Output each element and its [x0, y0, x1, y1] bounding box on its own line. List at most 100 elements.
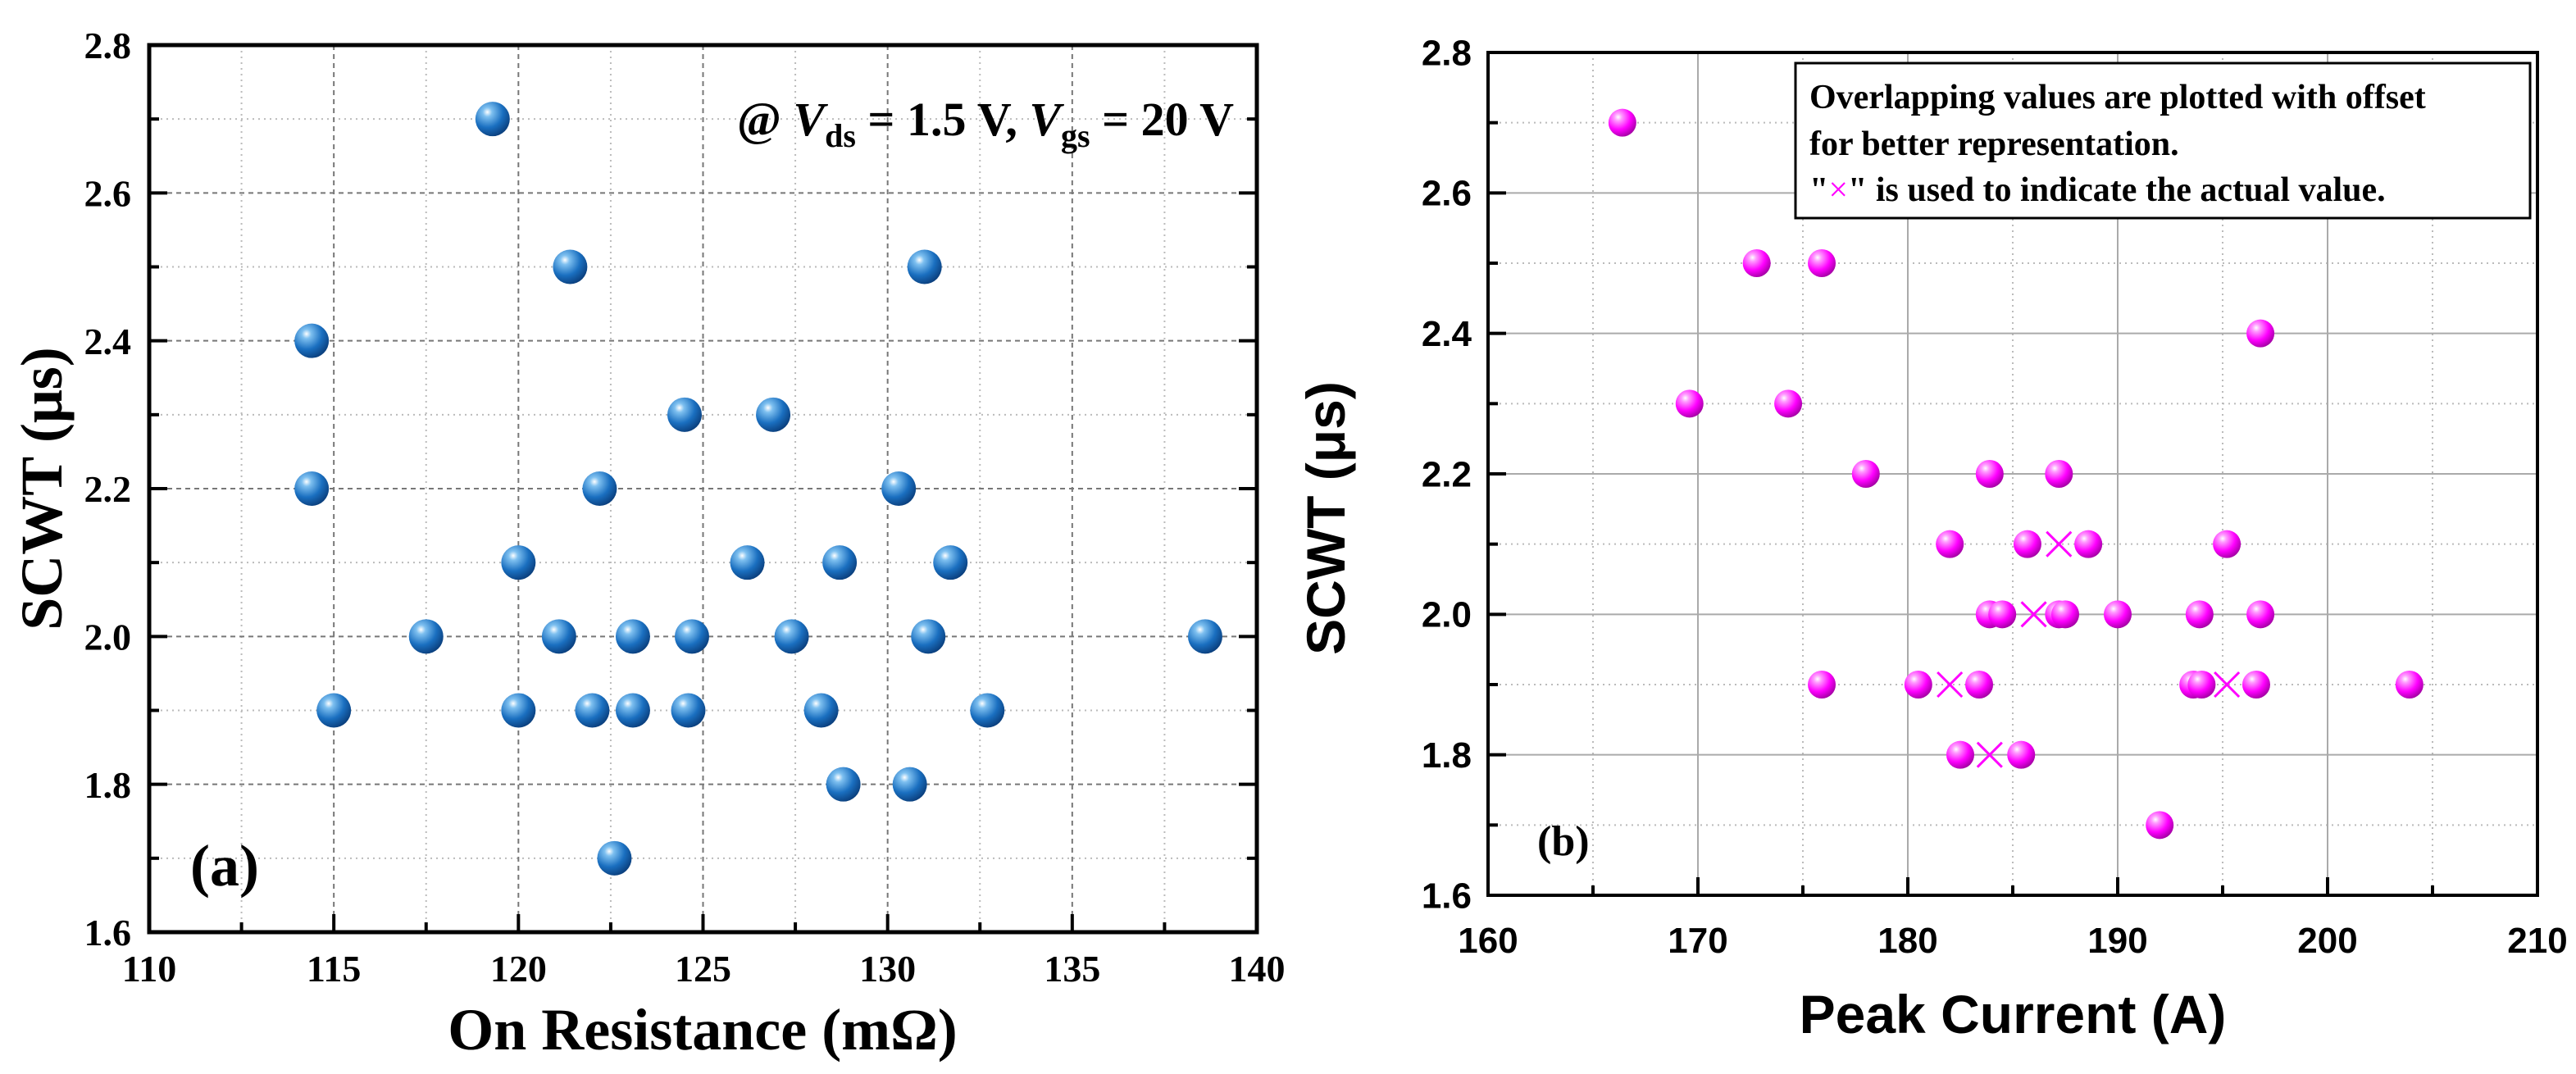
- x-tick-label: 140: [1229, 948, 1286, 990]
- data-point: [501, 693, 536, 728]
- data-point: [575, 693, 610, 728]
- data-point: [1975, 460, 2004, 488]
- data-point: [1946, 740, 1974, 769]
- data-point: [294, 471, 330, 506]
- data-point: [597, 840, 632, 876]
- data-point: [970, 693, 1005, 728]
- actual-value-marker: [2214, 671, 2241, 699]
- x-tick-label: 210: [2507, 921, 2567, 961]
- data-point: [1851, 460, 1880, 488]
- actual-value-stroke: [2046, 530, 2073, 557]
- chart-b: 160 170 180 190 200 2101.61.82.02.22.42.62.8 …: [1295, 33, 2568, 1044]
- data-point: [1904, 671, 1932, 699]
- data-point: [826, 767, 861, 802]
- data-point: [2395, 671, 2424, 699]
- y-tick-label: 2.2: [84, 468, 132, 510]
- plot-frame-b: [1486, 51, 2539, 897]
- actual-value-marker: [1937, 671, 1964, 699]
- data-point: [674, 619, 709, 654]
- x-tick-label: 200: [2297, 921, 2357, 961]
- x-tick-label: 130: [859, 948, 916, 990]
- x-tick-label: 190: [2087, 921, 2147, 961]
- y-tick-label: 2.4: [1422, 314, 1472, 354]
- ticks-a: 110 115 120 125 130 135 140 1.6 1.8 2.0 2.2 2.4 2.6 2…: [84, 25, 1286, 990]
- data-point: [1187, 619, 1222, 654]
- points-a: [294, 102, 1222, 876]
- actual-value-stroke: [2214, 671, 2241, 699]
- data-point: [294, 323, 330, 358]
- annotation-conditions: @ Vds = 1.5 V, Vgs = 20 V: [737, 93, 1234, 154]
- note-line-1: Overlapping values are plotted with offs…: [1809, 79, 2426, 116]
- x-tick-label: 110: [122, 948, 176, 990]
- actual-value-marker: [2046, 530, 2073, 557]
- data-point: [2045, 460, 2073, 488]
- data-point: [911, 619, 946, 654]
- y-tick-label: 2.0: [1422, 595, 1472, 635]
- y-axis-label-a: SCWT (μs): [9, 347, 75, 630]
- data-point: [774, 619, 809, 654]
- actual-value-stroke: [1937, 671, 1964, 699]
- data-point: [2187, 671, 2216, 699]
- data-point: [2074, 530, 2103, 558]
- y-tick-label: 1.6: [84, 912, 132, 953]
- note-line-2: for better representation.: [1809, 125, 2179, 163]
- y-tick-label: 2.8: [1422, 33, 1472, 73]
- data-point: [553, 249, 588, 284]
- actual-value-stroke: [2020, 601, 2047, 628]
- note-box-frame: [1794, 61, 2532, 220]
- y-tick-label: 2.2: [1422, 454, 1472, 494]
- x-tick-label: 120: [490, 948, 547, 990]
- plot-frame-a: [147, 43, 1259, 935]
- data-point: [2013, 530, 2041, 558]
- data-point: [2051, 600, 2079, 629]
- ticks-b: 160 170 180 190 200 210 1.6 1.8 2.0 2.2 2.4 2.6 2.8: [1422, 33, 2568, 961]
- x-axis-label-a: On Resistance (mΩ): [448, 997, 958, 1063]
- y-tick-label: 2.0: [84, 616, 132, 658]
- actual-value-marker: [2020, 601, 2047, 628]
- data-point: [475, 102, 510, 137]
- data-point: [2246, 600, 2275, 629]
- data-point: [2241, 671, 2270, 699]
- actual-value-marker: [1976, 741, 2003, 768]
- data-point: [615, 693, 650, 728]
- data-point: [803, 693, 839, 728]
- chart-a: 110 115 120 125 130 135 140 1.6 1.8 2.0 2.2 2.4 2.6 2…: [9, 25, 1286, 1063]
- actual-value-stroke: [1976, 741, 2003, 768]
- data-point: [2146, 811, 2174, 840]
- data-point: [1936, 530, 1964, 558]
- y-tick-label: 2.6: [1422, 174, 1472, 214]
- y-tick-label: 1.8: [1422, 735, 1472, 776]
- data-point: [2213, 530, 2241, 558]
- y-tick-label: 2.6: [84, 172, 132, 214]
- data-point: [501, 545, 536, 580]
- data-point: [2185, 600, 2214, 629]
- y-tick-label: 1.6: [1422, 876, 1472, 916]
- data-point: [408, 619, 444, 654]
- panel-label-a: (a): [190, 833, 259, 899]
- x-tick-label: 115: [307, 948, 361, 990]
- x-tick-label: 160: [1458, 921, 1518, 961]
- data-point: [1675, 389, 1704, 418]
- data-point: [907, 249, 942, 284]
- x-tick-label: 125: [675, 948, 731, 990]
- x-tick-label: 170: [1668, 921, 1727, 961]
- data-point: [615, 619, 650, 654]
- data-point: [892, 767, 927, 802]
- data-point: [1742, 249, 1771, 277]
- data-point: [2104, 600, 2132, 629]
- data-point: [756, 397, 791, 432]
- data-point: [1965, 671, 1994, 699]
- y-tick-label: 2.8: [84, 25, 132, 66]
- data-point: [2246, 319, 2275, 348]
- y-tick-label: 1.8: [84, 764, 132, 806]
- x-tick-label: 135: [1044, 948, 1100, 990]
- data-point: [1988, 600, 2017, 629]
- data-point: [822, 545, 858, 580]
- data-point: [933, 545, 968, 580]
- data-point: [671, 693, 706, 728]
- data-point: [667, 397, 702, 432]
- data-point: [881, 471, 917, 506]
- panel-label-b: (b): [1537, 818, 1590, 865]
